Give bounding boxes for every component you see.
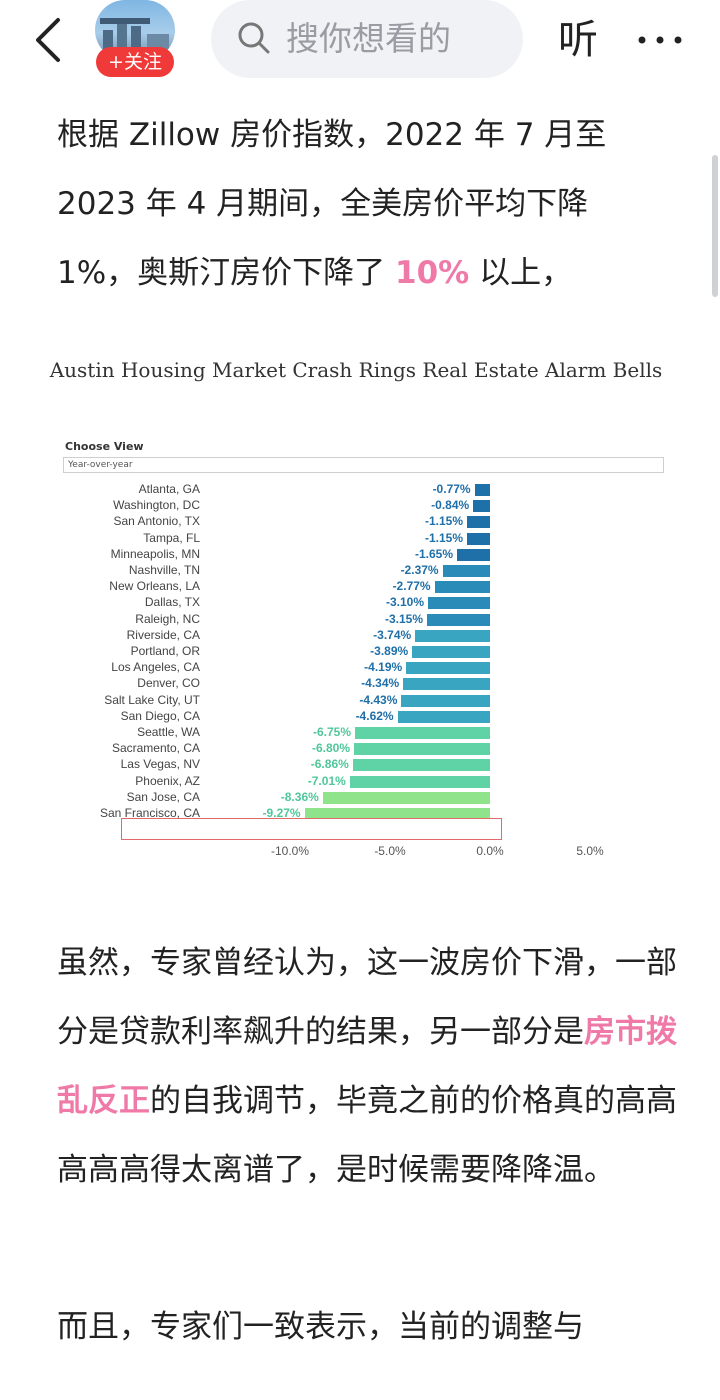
- bar: [397, 710, 490, 723]
- article-paragraph-2: 虽然，专家曾经认为，这一波房价下滑，一部分是贷款利率飙升的结果，另一部分是房市拨…: [57, 929, 677, 1205]
- bar: [304, 808, 490, 819]
- listen-button[interactable]: 听: [558, 17, 598, 63]
- category-label: Atlanta, GA: [138, 482, 200, 496]
- category-label: Sacramento, CA: [111, 741, 200, 756]
- category-label: Salt Lake City, UT: [104, 692, 200, 707]
- austin-highlight-box: [121, 818, 502, 840]
- bar: [415, 629, 490, 642]
- follow-button[interactable]: +关注: [96, 47, 174, 77]
- category-label: Seattle, WA: [137, 725, 200, 739]
- bar: [355, 727, 490, 739]
- value-label: -9.27%: [262, 806, 301, 819]
- highlight-text: 10%: [395, 255, 470, 291]
- top-bar: +关注 听: [0, 0, 720, 84]
- category-label: Tampa, FL: [143, 530, 200, 545]
- bar: [467, 532, 490, 545]
- search-input[interactable]: [286, 16, 516, 60]
- paragraph-text: 以上，: [469, 255, 573, 291]
- value-label: -7.01%: [307, 773, 346, 788]
- category-label: San Antonio, TX: [113, 514, 200, 529]
- value-label: -3.10%: [385, 595, 424, 610]
- value-label: -1.15%: [424, 530, 463, 545]
- value-label: -4.34%: [361, 676, 400, 691]
- value-label: -6.80%: [311, 741, 350, 756]
- bar: [352, 759, 490, 772]
- more-button[interactable]: [634, 20, 686, 60]
- bar: [349, 775, 490, 788]
- chart-caption: Austin Housing Market Crash Rings Real E…: [49, 358, 663, 382]
- paragraph-text: 而且，专家们一致表示，当前的调整与: [57, 1309, 584, 1345]
- value-label: -3.15%: [384, 611, 423, 626]
- category-label: San Jose, CA: [126, 789, 200, 804]
- value-label: -2.77%: [392, 579, 431, 594]
- value-label: -1.65%: [414, 546, 453, 561]
- highlight-text: 房市拨乱反正: [57, 1014, 677, 1119]
- view-select: Year-over-year: [63, 457, 664, 473]
- back-chevron-icon: [36, 18, 60, 62]
- value-label: -4.19%: [364, 660, 403, 675]
- bar: [354, 743, 490, 756]
- x-tick-label: -5.0%: [374, 844, 406, 858]
- value-label: -0.84%: [431, 498, 470, 513]
- bar: [401, 694, 490, 707]
- category-label: Los Angeles, CA: [111, 660, 200, 675]
- bar: [474, 484, 490, 496]
- bar-chart: Atlanta, GA -0.77% Washington, DC -0.84% San…: [60, 474, 660, 819]
- article-paragraph-1: 根据 Zillow 房价指数，2022 年 7 月至 2023 年 4 月期间，…: [57, 101, 677, 308]
- paragraph-text: 根据 Zillow 房价指数，2022 年 7 月至 2023 年 4 月期间，…: [57, 117, 607, 291]
- category-label: Phoenix, AZ: [135, 773, 200, 788]
- bar: [322, 791, 490, 804]
- choose-view-label: Choose View: [65, 440, 144, 453]
- category-label: Portland, OR: [130, 644, 200, 658]
- value-label: -3.74%: [373, 627, 412, 642]
- bar: [434, 581, 490, 594]
- x-tick-label: 5.0%: [576, 844, 604, 858]
- bar: [467, 516, 490, 529]
- category-label: Las Vegas, NV: [120, 757, 200, 772]
- more-dots-icon: [638, 36, 682, 44]
- category-label: San Diego, CA: [120, 708, 200, 723]
- bar: [442, 565, 490, 577]
- value-label: -3.89%: [370, 644, 409, 658]
- scrollbar[interactable]: [712, 155, 718, 297]
- category-label: Raleigh, NC: [135, 611, 200, 626]
- value-label: -6.86%: [310, 757, 349, 772]
- back-button[interactable]: [28, 12, 72, 68]
- bar: [473, 500, 490, 513]
- paragraph-text: 的自我调节，毕竟之前的价格真的高高高高高得太离谱了，是时候需要降降温。: [57, 1083, 677, 1188]
- article-paragraph-3: 而且，专家们一致表示，当前的调整与: [57, 1293, 677, 1362]
- category-label: Minneapolis, MN: [110, 546, 200, 561]
- bar: [412, 646, 490, 658]
- category-label: Nashville, TN: [128, 563, 200, 577]
- value-label: -6.75%: [312, 725, 351, 739]
- search-icon: [238, 22, 270, 54]
- value-label: -1.15%: [424, 514, 463, 529]
- value-label: -4.43%: [359, 692, 398, 707]
- value-label: -0.77%: [432, 482, 471, 496]
- category-label: New Orleans, LA: [109, 579, 200, 594]
- value-label: -4.62%: [355, 708, 394, 723]
- bar: [406, 662, 490, 675]
- x-tick-label: 0.0%: [476, 844, 504, 858]
- category-label: San Francisco, CA: [99, 806, 200, 819]
- x-tick-label: -10.0%: [270, 844, 310, 858]
- category-label: Dallas, TX: [144, 595, 200, 610]
- value-label: -2.37%: [400, 563, 439, 577]
- bar: [403, 678, 490, 691]
- category-label: Riverside, CA: [126, 627, 200, 642]
- bar: [428, 597, 490, 610]
- bar: [427, 613, 490, 626]
- paragraph-text: 虽然，专家曾经认为，这一波房价下滑，一部分是贷款利率飙升的结果，另一部分是: [57, 945, 677, 1050]
- value-label: -8.36%: [280, 789, 319, 804]
- category-label: Denver, CO: [137, 676, 200, 691]
- bar: [457, 548, 490, 561]
- category-label: Washington, DC: [113, 498, 200, 513]
